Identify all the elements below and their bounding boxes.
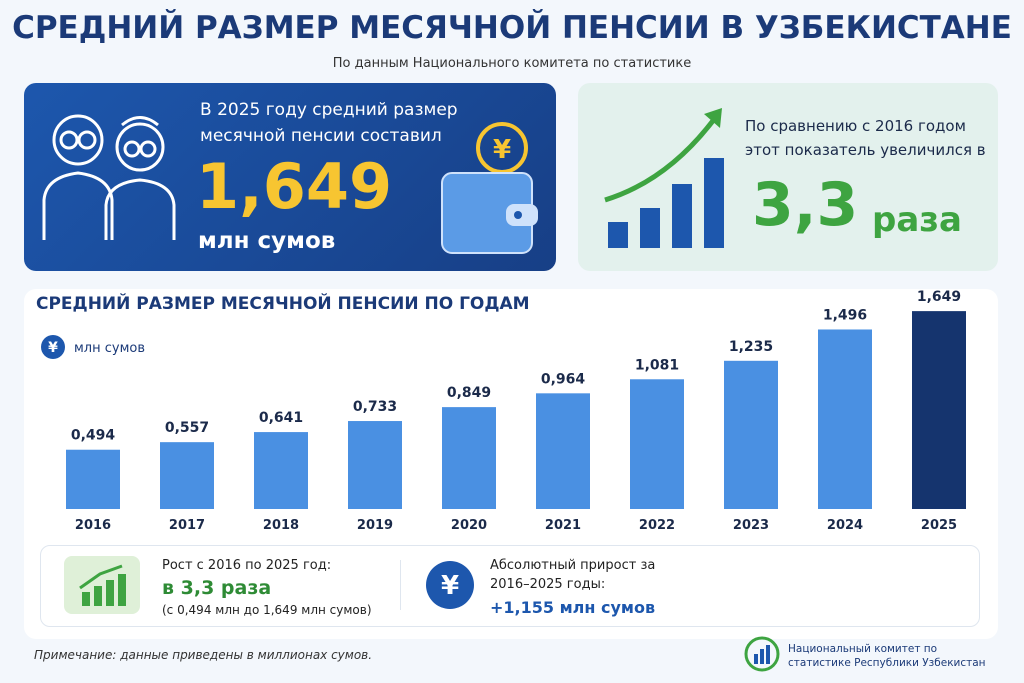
highlight-unit: млн сумов [198,228,336,254]
value-label: 0,733 [353,399,397,415]
value-label: 1,496 [823,307,867,323]
growth-detail: (с 0,494 млн до 1,649 млн сумов) [162,603,372,617]
chart-title: СРЕДНИЙ РАЗМЕР МЕСЯЧНОЙ ПЕНСИИ ПО ГОДАМ [36,292,530,314]
value-label: 1,081 [635,357,679,373]
currency-icon: ¥ [426,561,474,609]
bar [254,432,308,509]
subtitle: По данным Национального комитета по стат… [332,56,692,71]
bar [724,360,778,509]
x-tick-label: 2022 [639,518,675,533]
value-label: 0,494 [71,428,116,444]
value-label: 0,641 [259,410,303,426]
chart: СРЕДНИЙ РАЗМЕР МЕСЯЧНОЙ ПЕНСИИ ПО ГОДАМ … [36,289,966,533]
value-label: 0,849 [447,385,491,401]
divider [400,560,401,610]
x-tick-label: 2021 [545,518,581,533]
unit-icon [41,335,65,359]
bar [442,407,496,509]
bar [66,449,120,509]
increase-label: Абсолютный прирост за 2016–2025 годы: [490,558,656,592]
x-tick-label: 2016 [75,518,111,533]
wallet-icon: ¥ [441,122,538,254]
comparison-unit: раза [872,200,962,240]
bar [348,421,402,509]
growth-value: в 3,3 раза [162,577,272,599]
comparison-value: 3,3 [752,170,859,240]
bar [818,329,872,509]
growth-badge [64,556,140,614]
highlight-value: 1,649 [196,150,393,223]
highlight-text: В 2025 году средний размер месячной пенс… [200,100,458,146]
x-tick-label: 2018 [263,518,299,533]
title: СРЕДНИЙ РАЗМЕР МЕСЯЧНОЙ ПЕНСИИ В УЗБЕКИС… [12,10,1012,46]
value-label: 0,964 [541,371,586,387]
svg-text:¥: ¥ [441,571,459,601]
bar [160,442,214,509]
logo [744,636,780,672]
value-label: 1,649 [917,289,961,305]
unit-icon-glyph: ¥ [48,340,58,356]
x-tick-label: 2023 [733,518,769,533]
note: Примечание: данные приведены в миллионах… [34,648,373,662]
bar [630,379,684,509]
source: Национальный комитет по статистике Респу… [788,643,986,669]
x-tick-label: 2020 [451,518,487,533]
x-tick-label: 2024 [827,518,863,533]
x-tick-label: 2019 [357,518,393,533]
comparison-text: По сравнению с 2016 годом этот показател… [745,117,986,159]
elderly-icon [42,114,176,240]
growth-label: Рост с 2016 по 2025 год: [162,558,332,573]
value-label: 0,557 [165,420,209,436]
unit-label: млн сумов [74,341,145,356]
bar [912,311,966,509]
x-tick-label: 2025 [921,518,957,533]
value-label: 1,235 [729,339,773,355]
increase-value: +1,155 млн сумов [490,598,656,617]
bar [536,393,590,509]
growth-icon [604,108,724,248]
summary-box [40,545,980,627]
svg-text:¥: ¥ [493,135,511,165]
x-tick-label: 2017 [169,518,205,533]
